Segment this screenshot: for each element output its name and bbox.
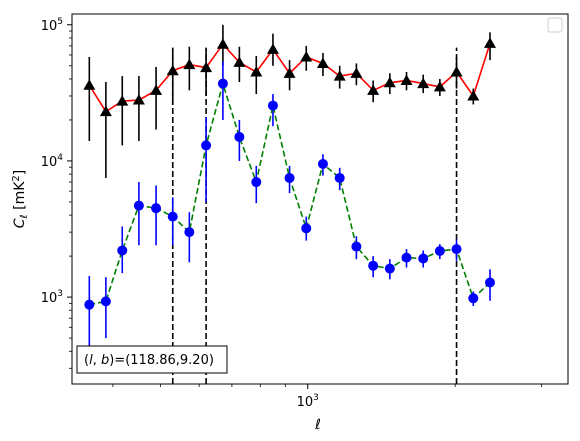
series-0-point-10 <box>250 65 263 77</box>
series-0-point-3 <box>132 94 145 105</box>
series-1-point-1 <box>100 296 111 307</box>
series-1-point-10 <box>251 177 262 188</box>
series-1-point-18 <box>384 263 395 274</box>
series-layer <box>83 24 496 352</box>
series-0-point-18 <box>383 76 396 88</box>
series-1-point-12 <box>284 172 295 183</box>
series-1-point-9 <box>234 131 245 142</box>
series-0-point-17 <box>367 84 380 95</box>
y-tick-label-1: 104 <box>41 153 64 170</box>
series-0-point-6 <box>183 58 196 70</box>
series-0-point-11 <box>266 43 279 54</box>
series-0-point-12 <box>283 67 296 78</box>
series-0-point-9 <box>233 56 246 67</box>
series-0-point-5 <box>166 64 179 76</box>
series-1-point-23 <box>468 293 479 304</box>
series-1-point-20 <box>418 253 429 264</box>
x-tick-label-0: 103 <box>297 393 319 410</box>
series-1-point-14 <box>317 158 328 169</box>
series-0-point-0 <box>83 79 96 90</box>
series-1-point-3 <box>133 200 144 211</box>
series-0-point-22 <box>450 65 463 77</box>
series-1-point-0 <box>84 299 95 310</box>
series-1-point-15 <box>334 172 345 183</box>
annotation-text: (l, b)=(118.86,9.20) <box>84 353 214 368</box>
series-0-point-2 <box>116 95 129 106</box>
series-0-point-15 <box>333 70 346 81</box>
series-0-point-24 <box>483 37 496 48</box>
series-1-point-24 <box>484 277 495 288</box>
legend-box <box>547 17 563 33</box>
series-0-point-20 <box>417 77 430 89</box>
series-1-point-22 <box>451 244 462 255</box>
series-1-point-16 <box>351 241 362 252</box>
series-0-point-14 <box>316 57 329 68</box>
series-0-point-21 <box>433 80 446 92</box>
annotation-frame <box>76 345 228 374</box>
series-0-point-19 <box>400 74 413 85</box>
series-0-point-13 <box>300 50 313 62</box>
series-1-point-21 <box>434 246 445 257</box>
series-0-point-7 <box>200 61 213 73</box>
axes-border <box>71 13 569 385</box>
series-1-point-4 <box>151 203 162 214</box>
series-1-point-11 <box>267 100 278 111</box>
series-1-point-19 <box>401 252 412 263</box>
series-1-point-7 <box>201 140 212 151</box>
series-1 <box>84 61 495 352</box>
series-0-point-16 <box>350 67 363 78</box>
plot-area <box>72 14 568 384</box>
series-1-point-6 <box>184 227 195 238</box>
y-tick-label-2: 105 <box>41 17 63 34</box>
annotation-box: (l, b)=(118.86,9.20) <box>76 345 228 374</box>
series-1-point-2 <box>117 245 128 256</box>
y-tick-label-0: 103 <box>41 289 63 306</box>
series-0 <box>83 24 496 178</box>
series-0-point-8 <box>216 38 229 49</box>
series-0-point-23 <box>467 89 480 101</box>
series-1-point-5 <box>167 211 178 222</box>
series-1-point-8 <box>217 78 228 89</box>
series-0-point-1 <box>99 105 112 117</box>
y-axis-label: Cℓ [mK2] <box>11 170 30 229</box>
axes-frame <box>72 14 568 384</box>
series-1-point-13 <box>301 223 312 234</box>
x-axis-label: ℓ <box>314 417 321 433</box>
series-0-point-4 <box>150 84 163 95</box>
series-1-point-17 <box>368 260 379 271</box>
